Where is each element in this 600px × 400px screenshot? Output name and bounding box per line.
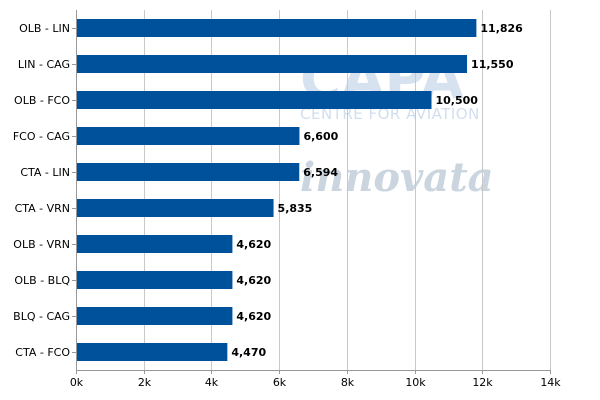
- bar: [77, 55, 468, 73]
- category-label: OLB - BLQ: [14, 274, 70, 287]
- category-label: CTA - FCO: [15, 346, 70, 359]
- bars: 11,826 11,550 10,500 6,600 6,594 5,835 4,620 4,…: [77, 19, 523, 361]
- data-label: 4,620: [236, 310, 271, 323]
- bar: [77, 235, 233, 253]
- data-label: 4,620: [236, 274, 271, 287]
- bar: [77, 163, 300, 181]
- category-label: BLQ - CAG: [13, 310, 70, 323]
- category-label: LIN - CAG: [18, 58, 70, 71]
- capa-watermark-subtitle: CENTRE FOR AVIATION: [300, 105, 480, 123]
- bar: [77, 199, 274, 217]
- data-label: 11,550: [471, 58, 514, 71]
- bar: [77, 307, 233, 325]
- innovata-watermark: innovata: [300, 154, 494, 201]
- x-tick-label: 6k: [273, 376, 287, 389]
- category-label: OLB - VRN: [13, 238, 70, 251]
- bar: [77, 19, 477, 37]
- data-label: 11,826: [480, 22, 523, 35]
- bar: [77, 91, 432, 109]
- axes: 0k 2k 4k 6k 8k 10k 12k 14k OLB - LIN LIN - CAG OLB…: [13, 10, 561, 389]
- x-tick-label: 0k: [70, 376, 84, 389]
- data-label: 4,470: [231, 346, 266, 359]
- data-label: 5,835: [278, 202, 313, 215]
- data-label: 4,620: [236, 238, 271, 251]
- data-label: 6,600: [303, 130, 338, 143]
- bar: [77, 127, 300, 145]
- x-tick-label: 14k: [540, 376, 561, 389]
- x-tick-label: 12k: [472, 376, 493, 389]
- data-label: 6,594: [303, 166, 338, 179]
- data-label: 10,500: [436, 94, 479, 107]
- category-label: OLB - FCO: [14, 94, 70, 107]
- x-tick-label: 10k: [405, 376, 426, 389]
- category-label: CTA - VRN: [15, 202, 70, 215]
- bar: [77, 343, 228, 361]
- bar: [77, 271, 233, 289]
- category-label: CTA - LIN: [20, 166, 70, 179]
- category-label: FCO - CAG: [13, 130, 70, 143]
- category-label: OLB - LIN: [19, 22, 70, 35]
- x-tick-label: 8k: [341, 376, 355, 389]
- x-tick-label: 2k: [138, 376, 152, 389]
- x-tick-label: 4k: [205, 376, 219, 389]
